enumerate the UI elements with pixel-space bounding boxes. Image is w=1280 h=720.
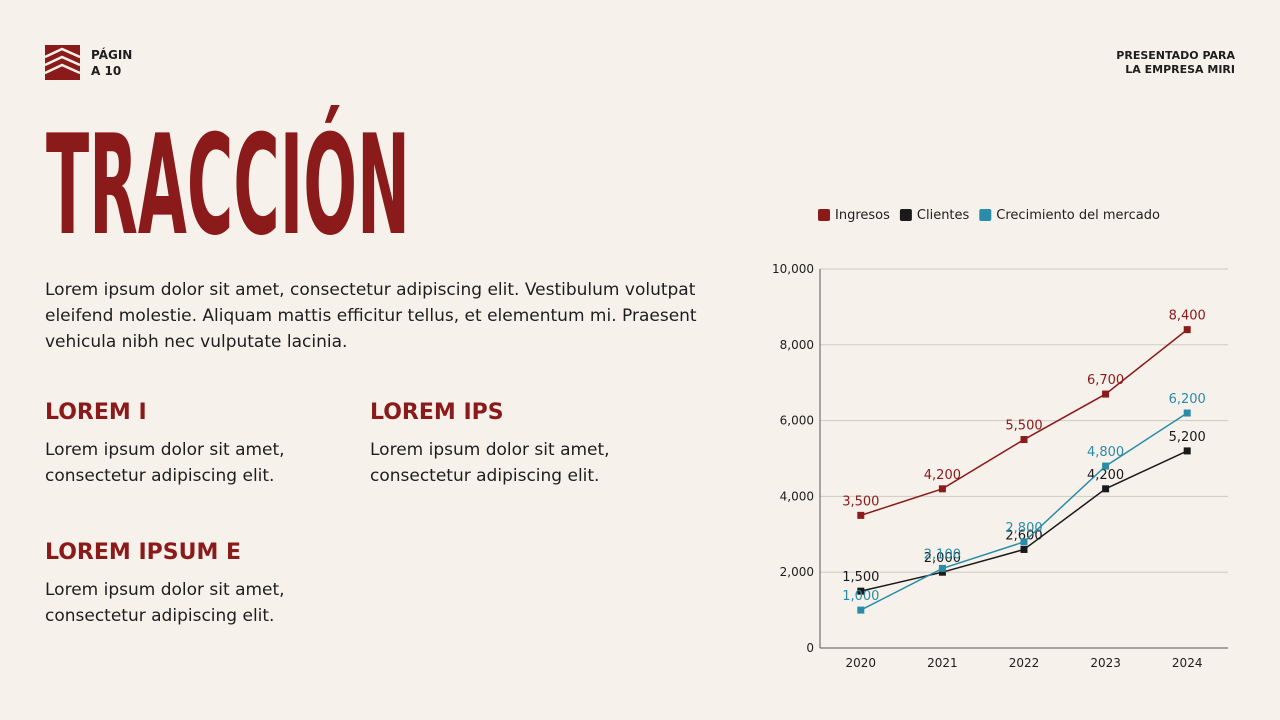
logo — [45, 45, 80, 80]
data-label: 2,600 — [1005, 528, 1042, 543]
data-point — [1183, 326, 1191, 334]
section: LOREM IPS Lorem ipsum dolor sit amet, co… — [370, 400, 660, 489]
y-tick-label: 6,000 — [780, 414, 814, 428]
y-tick-label: 2,000 — [780, 565, 814, 579]
data-label: 8,400 — [1169, 309, 1206, 324]
page-line: A 10 — [91, 64, 122, 78]
data-label: 5,500 — [1005, 419, 1042, 434]
y-tick-label: 4,000 — [780, 489, 814, 503]
data-point — [857, 587, 865, 595]
page-number: PÁGIN A 10 — [91, 47, 132, 79]
section: LOREM IPSUM E Lorem ipsum dolor sit amet… — [45, 540, 335, 629]
x-tick-label: 2020 — [846, 656, 877, 670]
intro: Lorem ipsum dolor sit amet, consectetur … — [45, 280, 697, 352]
x-tick-label: 2024 — [1172, 656, 1203, 670]
data-point — [1020, 538, 1028, 546]
data-point — [857, 511, 865, 519]
data-point — [1020, 545, 1028, 553]
section-text: Lorem ipsum dolor sit amet, consectetur … — [45, 440, 285, 486]
title: TRACCIÓN — [46, 105, 410, 240]
page-line: PÁGIN — [91, 48, 133, 62]
section-heading: LOREM IPS — [370, 400, 504, 425]
x-tick-label: 2022 — [1009, 656, 1040, 670]
section-text: Lorem ipsum dolor sit amet, consectetur … — [45, 580, 285, 626]
section: LOREM I Lorem ipsum dolor sit amet, cons… — [45, 400, 335, 489]
title-box: TRACCIÓN — [46, 105, 410, 240]
data-point — [938, 564, 946, 572]
legend-swatch — [818, 209, 830, 221]
data-label: 2,800 — [1005, 521, 1042, 536]
x-tick-label: 2023 — [1090, 656, 1121, 670]
data-point — [1020, 436, 1028, 444]
chart: 0 2,000 4,000 6,000 8,000 10,000 2020 2021 2022 2… — [772, 208, 1228, 670]
section-heading: LOREM I — [45, 400, 147, 425]
data-point — [1183, 447, 1191, 455]
section-heading: LOREM IPSUM E — [45, 540, 242, 565]
presented-line: LA EMPRESA MIRI — [1125, 63, 1235, 76]
data-point — [1183, 409, 1191, 417]
data-label: 6,700 — [1087, 373, 1124, 388]
data-label: 5,200 — [1169, 430, 1206, 445]
legend-label: Crecimiento del mercado — [996, 208, 1160, 223]
data-point — [857, 606, 865, 614]
presented-for: PRESENTADO PARA LA EMPRESA MIRI — [1116, 49, 1235, 77]
data-point — [938, 485, 946, 493]
data-point — [1102, 462, 1110, 470]
data-point — [1102, 485, 1110, 493]
section-text: Lorem ipsum dolor sit amet, consectetur … — [370, 440, 610, 486]
legend-swatch — [979, 209, 992, 221]
y-tick-label: 0 — [806, 641, 814, 655]
data-label: 2,000 — [924, 551, 961, 566]
data-point — [1102, 390, 1110, 398]
data-label: 4,800 — [1087, 445, 1124, 460]
data-point — [938, 568, 946, 576]
data-label: 4,200 — [924, 468, 961, 483]
data-label: 1,000 — [842, 589, 879, 604]
presented-line: PRESENTADO PARA — [1116, 49, 1235, 62]
data-label: 2,100 — [924, 547, 961, 562]
legend-label: Clientes — [917, 208, 970, 223]
data-label: 4,200 — [1087, 468, 1124, 483]
data-label: 3,500 — [842, 494, 879, 509]
data-label: 6,200 — [1169, 392, 1206, 407]
x-tick-label: 2021 — [927, 656, 958, 670]
y-tick-label: 10,000 — [772, 262, 814, 276]
legend-label: Ingresos — [835, 208, 890, 223]
legend-swatch — [899, 209, 912, 221]
data-label: 1,500 — [842, 570, 879, 585]
y-tick-label: 8,000 — [780, 338, 814, 352]
